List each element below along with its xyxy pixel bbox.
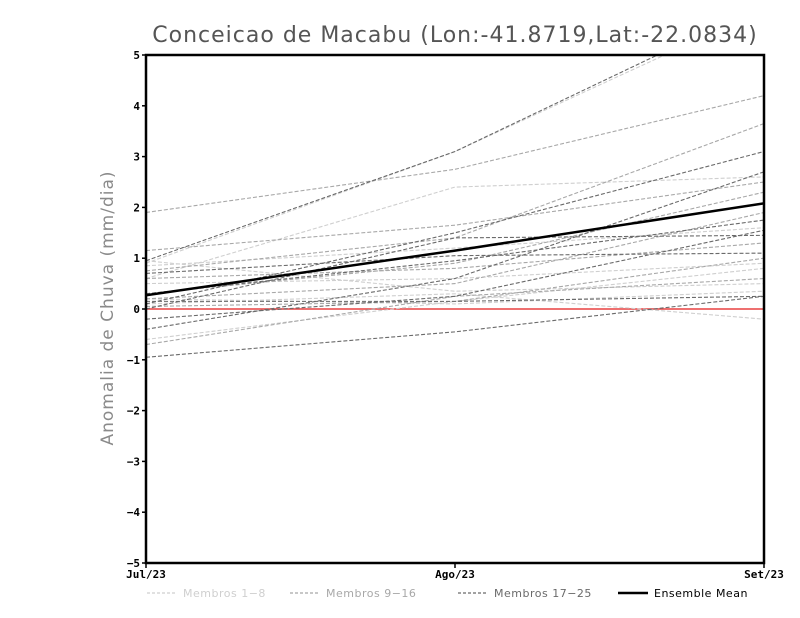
member-line-g1-5 (146, 262, 764, 285)
member-line-g3-8 (146, 234, 764, 310)
member-line-g1-7 (146, 267, 764, 341)
y-tick-label: 0 (133, 303, 140, 316)
y-tick-label: 3 (133, 151, 140, 164)
x-tick-label: Set/23 (744, 568, 784, 581)
legend-label: Membros 9−16 (326, 587, 416, 600)
member-line-g3-3 (146, 295, 764, 358)
plot-area (145, 55, 765, 358)
member-line-g2-1 (146, 95, 764, 214)
member-line-g3-9 (146, 295, 764, 302)
member-line-g2-6 (146, 277, 764, 346)
member-line-g3-5 (146, 252, 764, 274)
y-tick-label: −4 (127, 506, 141, 519)
member-line-g3-6 (146, 229, 764, 320)
y-tick-label: −5 (127, 557, 140, 570)
member-line-g1-8 (146, 290, 764, 305)
axes: −5 −4 −3 −2 −1 0 1 2 3 4 5 Jul/23 Ago/23 Set/23 (126, 49, 784, 581)
ensemble-mean-line (145, 202, 765, 297)
chart-title: Conceicao de Macabu (Lon:-41.8719,Lat:-2… (152, 23, 757, 48)
x-tick-label: Ago/23 (435, 568, 475, 581)
member-line-g3-7 (146, 219, 764, 295)
member-line-g2-8 (146, 242, 764, 280)
legend-label: Membros 1−8 (183, 587, 266, 600)
y-tick-label: −1 (127, 354, 141, 367)
y-axis-label: Anomalia de Chuva (mm/dia) (98, 170, 118, 445)
member-line-g3-4 (146, 171, 764, 330)
member-line-g2-3 (146, 123, 764, 272)
y-tick-label: −3 (127, 455, 140, 468)
y-tick-label: 4 (133, 100, 140, 113)
member-line-g1-2 (146, 176, 764, 280)
legend-label: Ensemble Mean (654, 587, 748, 600)
member-line-g3-1 (146, 55, 659, 262)
legend: Membros 1−8 Membros 9−16 Membros 17−25 Ense… (147, 587, 748, 600)
member-line-g1-1 (146, 55, 666, 264)
x-tick-label: Jul/23 (126, 568, 166, 581)
y-tick-label: 2 (133, 201, 140, 214)
y-tick-label: −2 (127, 405, 140, 418)
y-tick-label: 1 (133, 252, 140, 265)
member-line-g2-7 (146, 191, 764, 295)
series-lines (146, 55, 764, 358)
member-line-g1-3 (146, 260, 764, 292)
member-line-g2-2 (146, 181, 764, 252)
y-tick-label: 5 (133, 49, 140, 62)
member-line-g2-4 (146, 211, 764, 300)
legend-label: Membros 17−25 (494, 587, 592, 600)
